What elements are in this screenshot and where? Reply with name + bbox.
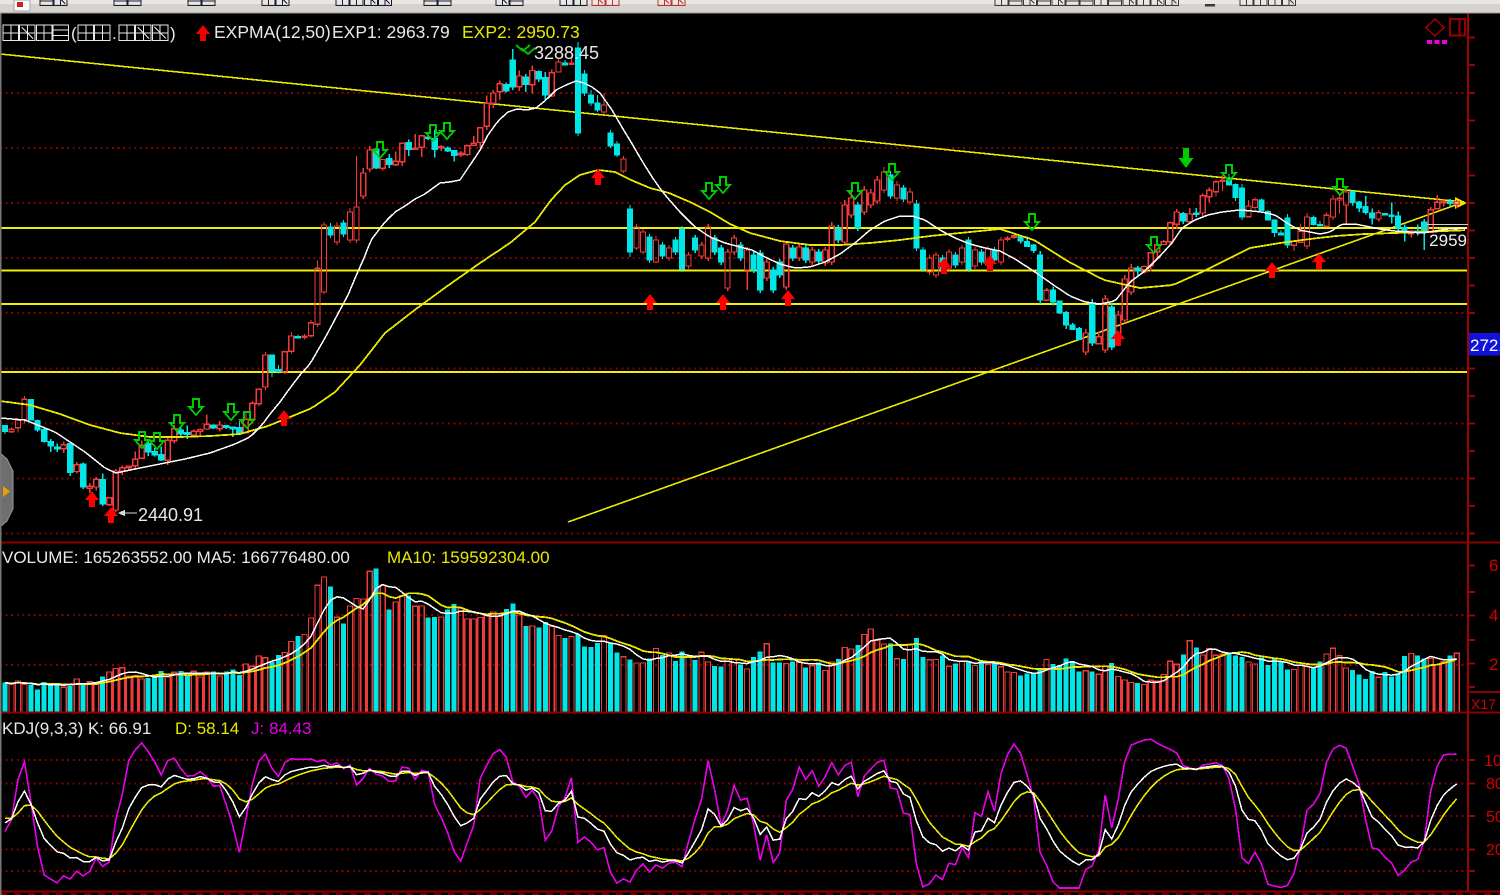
- svg-text:4: 4: [1489, 606, 1498, 625]
- svg-text:20: 20: [1486, 842, 1500, 859]
- svg-text:(: (: [71, 24, 77, 43]
- svg-text:3288.45: 3288.45: [534, 43, 599, 63]
- svg-text:50: 50: [1486, 809, 1500, 826]
- svg-text:6: 6: [1489, 556, 1498, 575]
- svg-text:X17: X17: [1471, 696, 1496, 712]
- svg-text:EXP2: 2950.73: EXP2: 2950.73: [462, 22, 580, 42]
- svg-text:.: .: [112, 24, 117, 43]
- svg-text:EXPMA(12,50): EXPMA(12,50): [214, 22, 331, 42]
- svg-text:D: 58.14: D: 58.14: [175, 719, 239, 738]
- svg-text:2721: 2721: [1470, 336, 1500, 355]
- svg-text:80: 80: [1486, 776, 1500, 793]
- svg-text:MA10: 159592304.00: MA10: 159592304.00: [387, 548, 550, 567]
- svg-text:EXP1: 2963.79: EXP1: 2963.79: [332, 22, 450, 42]
- svg-text:2: 2: [1489, 655, 1498, 674]
- svg-text:KDJ(9,3,3) K: 66.91: KDJ(9,3,3) K: 66.91: [2, 719, 151, 738]
- svg-text:): ): [170, 24, 176, 43]
- svg-text:2440.91: 2440.91: [138, 505, 203, 525]
- svg-text:2959: 2959: [1429, 231, 1467, 250]
- svg-text:100: 100: [1484, 753, 1500, 770]
- svg-text:VOLUME: 165263552.00 MA5: 166: VOLUME: 165263552.00 MA5: 166776480.00: [2, 548, 350, 567]
- svg-text:J: 84.43: J: 84.43: [251, 719, 312, 738]
